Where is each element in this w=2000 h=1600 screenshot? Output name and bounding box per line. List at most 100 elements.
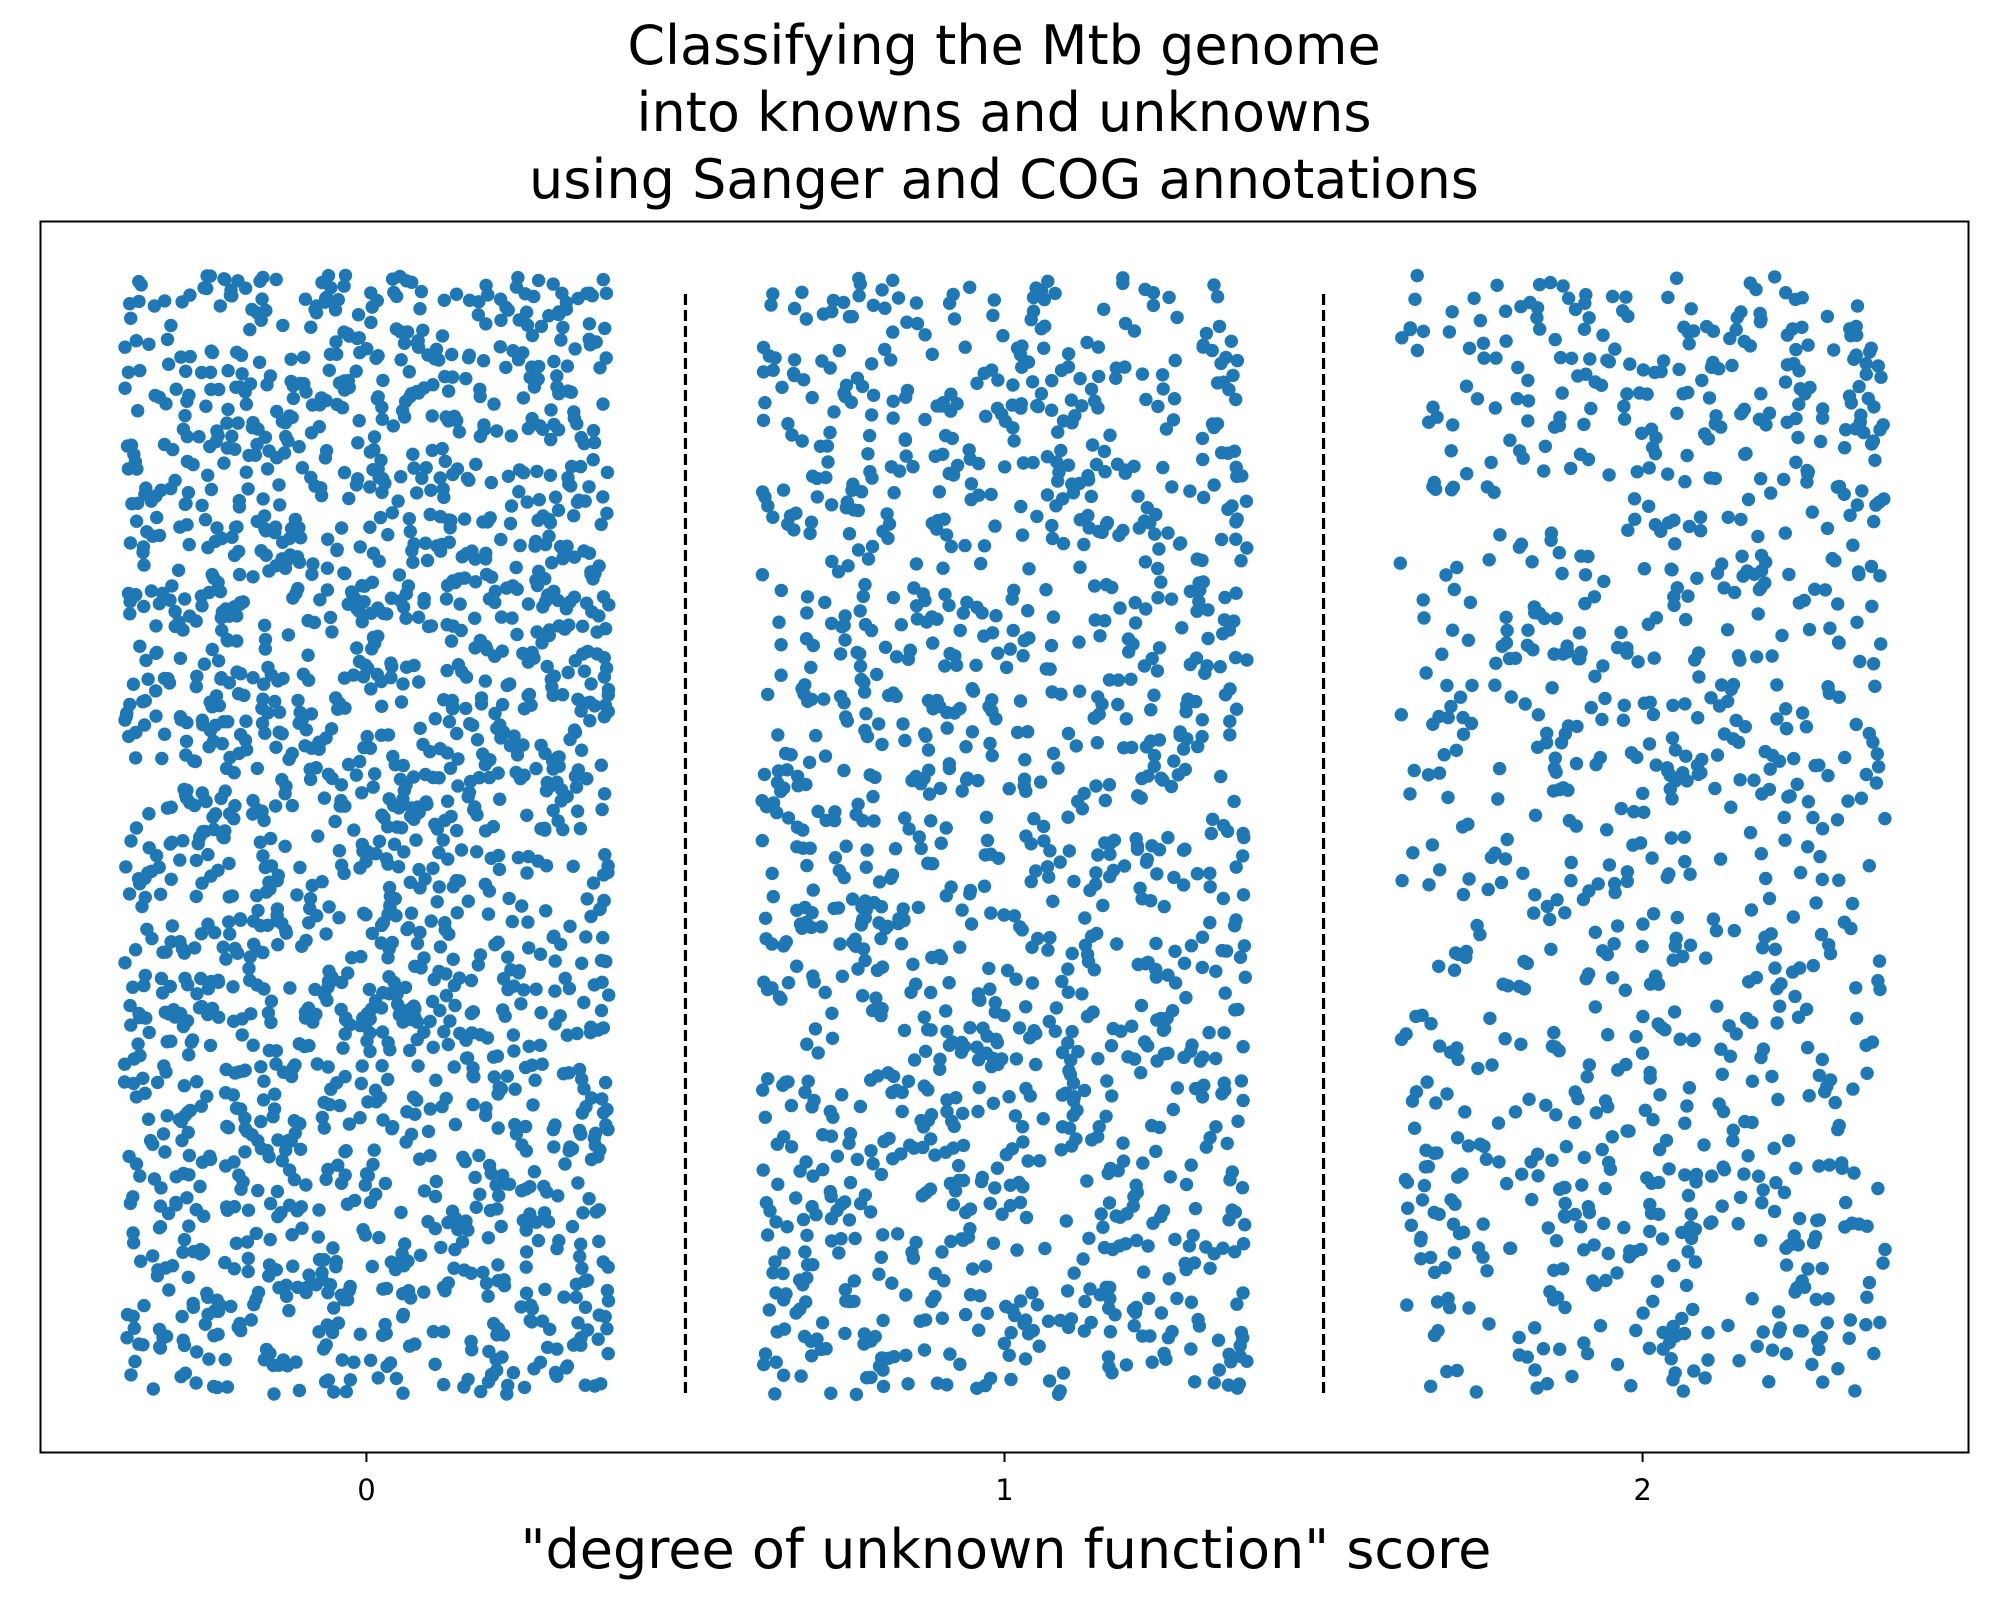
data-point bbox=[1666, 698, 1680, 713]
data-point bbox=[359, 855, 373, 869]
data-point bbox=[410, 384, 424, 399]
data-point bbox=[795, 285, 809, 299]
data-point bbox=[759, 1196, 774, 1210]
data-point bbox=[766, 1266, 780, 1280]
data-point bbox=[1240, 541, 1254, 555]
data-point bbox=[283, 981, 297, 995]
data-point bbox=[548, 1017, 562, 1031]
data-point bbox=[269, 740, 283, 754]
data-point bbox=[593, 361, 607, 375]
data-point bbox=[1756, 1042, 1771, 1056]
data-point bbox=[1598, 691, 1612, 706]
data-point bbox=[260, 378, 274, 392]
data-point bbox=[1754, 472, 1768, 486]
data-point bbox=[1066, 1076, 1081, 1090]
data-point bbox=[1808, 1230, 1823, 1244]
data-point bbox=[425, 994, 440, 1009]
data-point bbox=[1762, 891, 1777, 906]
data-point bbox=[132, 1006, 146, 1021]
data-point bbox=[1222, 623, 1237, 637]
data-point bbox=[1131, 957, 1145, 972]
data-point bbox=[597, 651, 611, 665]
data-point bbox=[459, 371, 473, 386]
data-point bbox=[861, 447, 875, 461]
data-point bbox=[389, 322, 404, 336]
data-point bbox=[499, 360, 513, 375]
data-point bbox=[1065, 946, 1079, 961]
data-point bbox=[1147, 759, 1162, 773]
data-point bbox=[528, 1073, 542, 1087]
data-point bbox=[953, 701, 967, 716]
data-point bbox=[546, 930, 560, 945]
data-point bbox=[1680, 1099, 1694, 1113]
data-point bbox=[1850, 328, 1864, 342]
data-point bbox=[1530, 1147, 1545, 1161]
data-point bbox=[1602, 468, 1616, 482]
data-point bbox=[205, 567, 219, 582]
data-point bbox=[944, 1234, 958, 1249]
data-point bbox=[1723, 331, 1737, 346]
data-point bbox=[1538, 439, 1553, 453]
data-point bbox=[501, 950, 515, 964]
data-point bbox=[1166, 1102, 1181, 1117]
data-point bbox=[1869, 776, 1884, 790]
data-point bbox=[1849, 981, 1863, 995]
data-point bbox=[810, 490, 824, 504]
data-point bbox=[1099, 578, 1114, 592]
data-point bbox=[1581, 549, 1595, 564]
data-point bbox=[1067, 874, 1081, 889]
data-point bbox=[498, 1009, 512, 1023]
data-point bbox=[1801, 338, 1815, 352]
data-point bbox=[1157, 899, 1171, 914]
data-point bbox=[470, 845, 484, 859]
data-point bbox=[1161, 526, 1175, 540]
data-point bbox=[202, 1352, 216, 1366]
data-point bbox=[1040, 488, 1055, 502]
data-point bbox=[838, 1283, 853, 1297]
data-point bbox=[1238, 1218, 1252, 1232]
data-point bbox=[1864, 559, 1879, 574]
data-point bbox=[928, 1148, 942, 1162]
data-point bbox=[385, 1122, 399, 1136]
data-point bbox=[887, 486, 901, 500]
data-point bbox=[896, 717, 910, 731]
data-point bbox=[1672, 362, 1686, 377]
data-point bbox=[1073, 371, 1087, 386]
data-point bbox=[232, 567, 247, 582]
data-point bbox=[1491, 1116, 1506, 1130]
data-point bbox=[529, 982, 543, 996]
data-point bbox=[804, 660, 818, 675]
data-point bbox=[1498, 1032, 1512, 1046]
data-point bbox=[468, 641, 482, 655]
data-point bbox=[568, 342, 582, 356]
data-point bbox=[800, 1271, 814, 1285]
data-point bbox=[278, 787, 292, 801]
data-point bbox=[1690, 571, 1704, 585]
data-point bbox=[838, 633, 852, 647]
data-point bbox=[435, 441, 449, 456]
data-point bbox=[1407, 1121, 1422, 1135]
data-point bbox=[1511, 360, 1525, 375]
data-point bbox=[1552, 418, 1567, 433]
data-point bbox=[524, 1298, 538, 1313]
data-point bbox=[864, 1073, 878, 1087]
data-point bbox=[571, 1316, 585, 1330]
data-point bbox=[828, 851, 843, 865]
data-point bbox=[1801, 840, 1815, 854]
data-point bbox=[1170, 310, 1184, 325]
data-point bbox=[1024, 837, 1038, 851]
data-point bbox=[317, 791, 332, 805]
data-point bbox=[1045, 373, 1059, 388]
data-point bbox=[1710, 999, 1724, 1013]
data-point bbox=[1877, 492, 1891, 506]
data-point bbox=[1470, 392, 1485, 406]
data-point bbox=[309, 306, 324, 320]
data-point bbox=[1792, 596, 1807, 610]
data-point bbox=[1168, 944, 1182, 958]
data-point bbox=[925, 516, 939, 530]
data-point bbox=[762, 1303, 776, 1317]
data-point bbox=[321, 1373, 336, 1387]
data-point bbox=[234, 348, 249, 362]
data-point bbox=[230, 665, 244, 679]
data-point bbox=[830, 1149, 845, 1163]
